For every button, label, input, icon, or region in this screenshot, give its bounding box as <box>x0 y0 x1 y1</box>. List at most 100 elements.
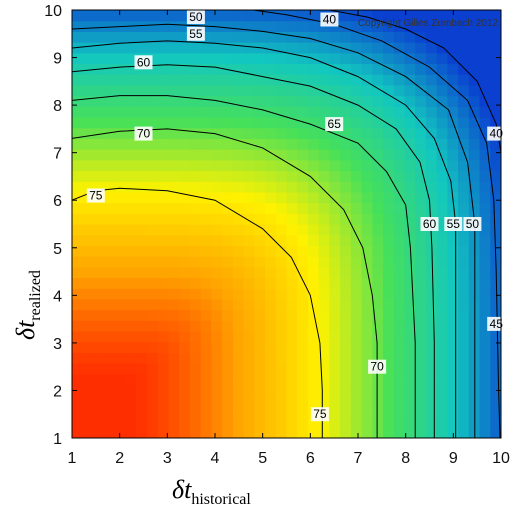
heatmap-cell <box>254 138 266 150</box>
heatmap-cell <box>82 224 95 236</box>
heatmap-cell <box>329 245 341 257</box>
heatmap-cell <box>415 127 427 139</box>
heatmap-cell <box>458 363 470 375</box>
heatmap-cell <box>361 256 373 268</box>
heatmap-cell <box>458 10 470 22</box>
heatmap-cell <box>243 106 255 118</box>
heatmap-cell <box>286 245 298 257</box>
heatmap-cell <box>232 95 245 107</box>
heatmap-cell <box>168 42 180 54</box>
heatmap-cell <box>211 138 223 150</box>
heatmap-cell <box>104 149 116 161</box>
heatmap-cell <box>200 84 213 97</box>
heatmap-cell <box>104 427 116 438</box>
heatmap-cell <box>179 309 191 321</box>
heatmap-cell <box>232 277 245 289</box>
heatmap-cell <box>168 266 180 279</box>
heatmap-cell <box>275 84 288 97</box>
heatmap-cell <box>383 138 395 150</box>
heatmap-cell <box>490 277 501 289</box>
heatmap-cell <box>168 288 180 300</box>
heatmap-cell <box>147 159 159 172</box>
heatmap-cell <box>393 309 406 321</box>
heatmap-cell <box>114 341 127 353</box>
heatmap-cell <box>243 288 255 300</box>
heatmap-cell <box>104 245 116 257</box>
heatmap-cell <box>179 63 191 75</box>
heatmap-cell <box>222 384 234 396</box>
heatmap-cell <box>136 384 148 396</box>
heatmap-cell <box>297 181 309 193</box>
heatmap-cell <box>286 427 298 438</box>
heatmap-cell <box>136 31 148 43</box>
heatmap-cell <box>372 213 384 225</box>
heatmap-cell <box>393 52 406 65</box>
heatmap-cell <box>104 127 116 139</box>
heatmap-cell <box>297 288 309 300</box>
heatmap-cell <box>104 42 116 54</box>
heatmap-cell <box>415 405 427 418</box>
heatmap-cell <box>125 224 137 236</box>
heatmap-cell <box>425 331 438 343</box>
heatmap-cell <box>125 149 137 161</box>
heatmap-cell <box>361 298 373 311</box>
heatmap-cell <box>275 181 288 193</box>
heatmap-cell <box>425 31 438 43</box>
heatmap-cell <box>415 181 427 193</box>
heatmap-cell <box>179 95 191 107</box>
heatmap-cell <box>179 170 191 182</box>
heatmap-cell <box>479 149 491 161</box>
heatmap-cell <box>157 202 170 214</box>
heatmap-cell <box>340 224 352 236</box>
heatmap-cell <box>340 213 352 225</box>
heatmap-cell <box>490 384 501 396</box>
heatmap-cell <box>136 266 148 279</box>
heatmap-cell <box>297 149 309 161</box>
heatmap-cell <box>265 31 277 43</box>
heatmap-cell <box>329 127 341 139</box>
heatmap-cell <box>393 138 406 150</box>
heatmap-cell <box>211 331 223 343</box>
heatmap-cell <box>211 416 223 428</box>
heatmap-cell <box>307 309 320 321</box>
heatmap-cell <box>383 20 395 32</box>
heatmap-cell <box>307 42 320 54</box>
heatmap-cell <box>383 74 395 86</box>
heatmap-cell <box>114 202 127 214</box>
heatmap-cell <box>93 224 105 236</box>
heatmap-cell <box>189 95 202 107</box>
heatmap-cell <box>297 95 309 107</box>
heatmap-cell <box>243 416 255 428</box>
heatmap-cell <box>372 52 384 65</box>
heatmap-cell <box>479 74 491 86</box>
heatmap-cell <box>147 52 159 65</box>
heatmap-cell <box>168 405 180 418</box>
heatmap-cell <box>211 277 223 289</box>
heatmap-cell <box>447 159 459 172</box>
heatmap-cell <box>189 117 202 129</box>
heatmap-cell <box>222 149 234 161</box>
heatmap-cell <box>350 234 363 246</box>
heatmap-cell <box>93 149 105 161</box>
heatmap-cell <box>136 95 148 107</box>
heatmap-cell <box>168 170 180 182</box>
heatmap-cell <box>404 363 416 375</box>
heatmap-cell <box>490 373 501 386</box>
heatmap-cell <box>147 127 159 139</box>
x-tick-label: 2 <box>115 450 124 467</box>
heatmap-cell <box>490 266 501 279</box>
heatmap-cell <box>243 149 255 161</box>
heatmap-cell <box>329 234 341 246</box>
heatmap-cell <box>297 363 309 375</box>
heatmap-cell <box>415 309 427 321</box>
heatmap-cell <box>157 42 170 54</box>
heatmap-cell <box>404 127 416 139</box>
heatmap-cell <box>157 10 170 22</box>
heatmap-cell <box>436 288 448 300</box>
heatmap-cell <box>232 149 245 161</box>
heatmap-cell <box>211 320 223 332</box>
heatmap-cell <box>125 74 137 86</box>
heatmap-cell <box>243 170 255 182</box>
heatmap-cell <box>479 84 491 97</box>
x-tick-label: 6 <box>306 450 315 467</box>
